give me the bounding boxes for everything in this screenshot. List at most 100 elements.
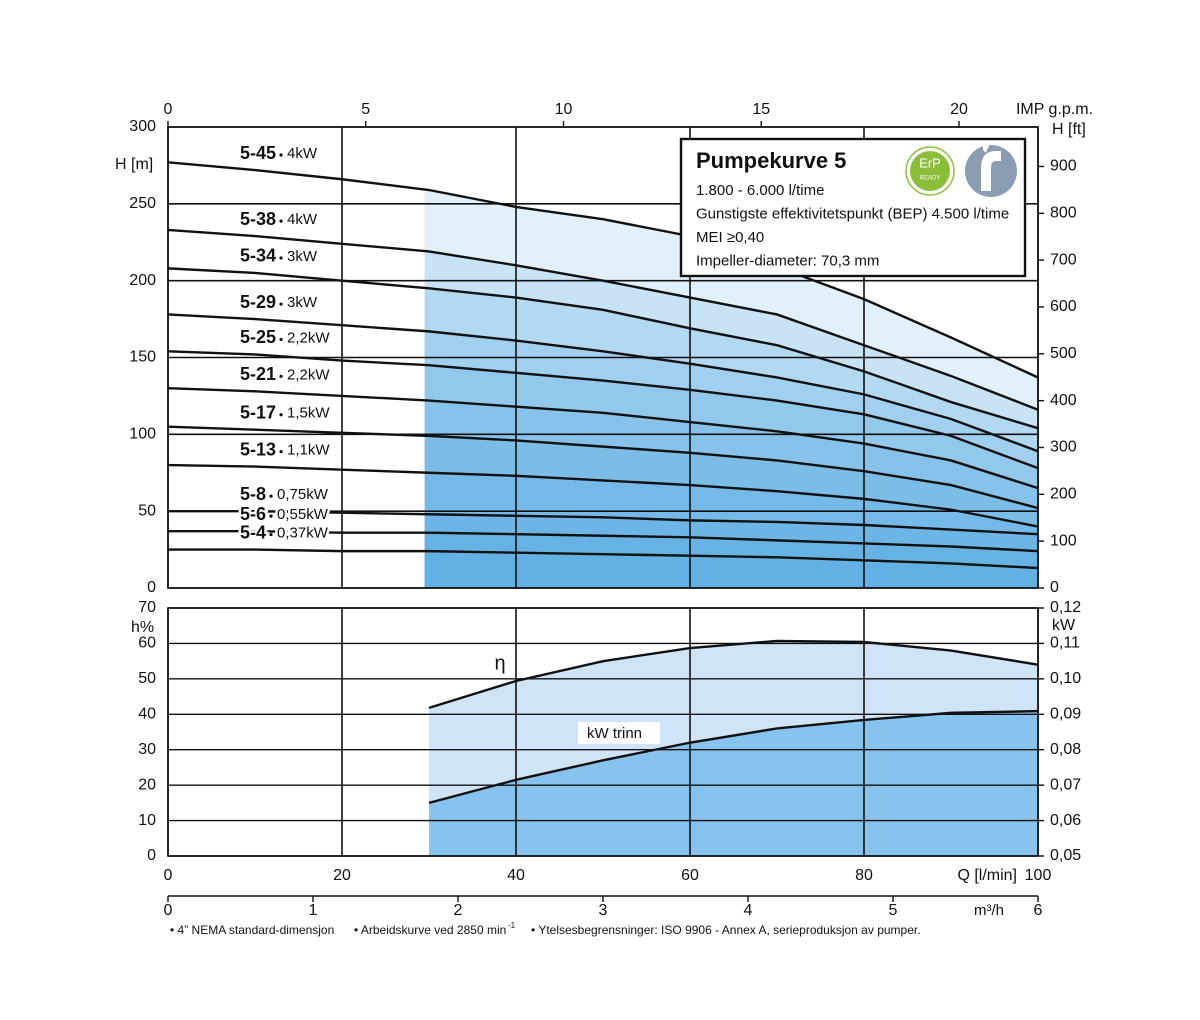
y2-tick-label: 0,06 <box>1050 812 1081 829</box>
series-name: 5-8 <box>240 484 266 504</box>
separator-dot <box>269 514 273 518</box>
y2-tick-label: 0,12 <box>1050 599 1081 616</box>
x2-tick-label: 0 <box>164 101 173 118</box>
series-name: η <box>494 652 505 674</box>
y2-tick-label: 400 <box>1050 392 1077 409</box>
y-axis-title: h% <box>131 619 154 636</box>
x-tick-label: 60 <box>681 867 699 884</box>
y-axis-title: H [m] <box>115 156 153 173</box>
series-power: 2,2kW <box>287 366 330 383</box>
series-label: 5-8 0,75kW <box>238 481 332 506</box>
pump-icon-shape <box>981 143 1001 191</box>
x-tick-label: 0 <box>164 867 173 884</box>
y2-axis-title: kW <box>1052 617 1076 634</box>
separator-dot <box>279 153 283 157</box>
y2-tick-label: 100 <box>1050 532 1077 549</box>
y-tick-label: 40 <box>138 706 156 723</box>
curve <box>428 709 1039 805</box>
y2-tick-label: 0,09 <box>1050 706 1081 723</box>
note: • Ytelsesbegrensninger: ISO 9906 - Annex… <box>531 923 921 937</box>
separator-dot <box>279 256 283 260</box>
series-label: 5-38 4kW <box>238 206 321 231</box>
y-tick-label: 150 <box>129 349 156 366</box>
note: • Arbeidskurve ved 2850 min <box>354 923 506 937</box>
separator-dot <box>279 374 283 378</box>
x2-tick-label: 20 <box>950 101 968 118</box>
y2-tick-label: 0,07 <box>1050 776 1081 793</box>
series-name: 5-4 <box>240 522 266 542</box>
curve <box>167 313 1039 453</box>
y-tick-label: 30 <box>138 741 156 758</box>
series-power: 0,75kW <box>277 486 329 503</box>
y-tick-label: 60 <box>138 635 156 652</box>
info-line: MEI ≥0,40 <box>696 229 764 246</box>
range-area <box>424 331 1038 588</box>
y2-tick-label: 0 <box>1050 579 1059 596</box>
x2-tick-label: 0 <box>164 902 173 919</box>
series-name: 5-34 <box>240 246 276 266</box>
plot-frame <box>167 607 1039 857</box>
curve-area <box>429 711 1038 856</box>
info-line: Gunstigste effektivitetspunkt (BEP) 4.50… <box>696 205 1009 222</box>
info-line: Impeller-diameter: 70,3 mm <box>696 252 879 269</box>
x2-tick-label: 3 <box>599 902 608 919</box>
series-power: 1,1kW <box>287 442 330 459</box>
series-label: 5-4 0,37kW <box>238 520 332 545</box>
y-tick-label: 20 <box>138 776 156 793</box>
y2-tick-label: 900 <box>1050 158 1077 175</box>
y2-tick-label: 0,08 <box>1050 741 1081 758</box>
badge-text: ErP <box>919 155 941 170</box>
series-label: 5-21 2,2kW <box>238 362 333 387</box>
x2-axis-title: IMP g.p.m. <box>1016 101 1093 118</box>
series-label: 5-13 1,1kW <box>238 437 333 462</box>
y-tick-label: 50 <box>138 502 156 519</box>
series-label: 5-6 0,55kW <box>238 501 332 526</box>
y2-tick-label: 0,11 <box>1050 635 1080 652</box>
y-tick-label: 300 <box>129 118 156 135</box>
separator-dot <box>279 337 283 342</box>
curve <box>167 387 1039 490</box>
erp-badge-inner <box>910 151 950 191</box>
series-power: 2,2kW <box>287 329 330 346</box>
range-area <box>424 287 1038 588</box>
separator-dot <box>279 450 283 454</box>
y-tick-label: 0 <box>147 847 156 864</box>
range-area <box>424 514 1038 588</box>
y-tick-label: 10 <box>138 812 156 829</box>
x2-tick-label: 5 <box>889 902 898 919</box>
x2-tick-label: 2 <box>454 902 463 919</box>
y-tick-label: 100 <box>129 426 156 443</box>
series-name: 5-25 <box>240 327 276 347</box>
x2-tick-label: 5 <box>361 101 370 118</box>
series-name: 5-21 <box>240 364 276 384</box>
y2-axis-title: H [ft] <box>1052 121 1086 138</box>
x-axis-title: Q [l/min] <box>957 867 1017 884</box>
info-line: 1.800 - 6.000 l/time <box>696 182 824 199</box>
series-name: 5-45 <box>240 143 276 163</box>
series-name: 5-6 <box>240 504 266 524</box>
range-area <box>424 400 1038 588</box>
series-name: 5-29 <box>240 292 276 312</box>
y2-tick-label: 800 <box>1050 205 1077 222</box>
separator-dot <box>279 302 283 306</box>
badge-text: READY <box>920 176 941 182</box>
series-power: 4kW <box>287 145 318 162</box>
curve <box>168 529 1039 553</box>
curve <box>167 463 1039 528</box>
note-sup: -1 <box>508 921 516 930</box>
y-tick-label: 0 <box>147 579 156 596</box>
series-power: 1,5kW <box>287 405 330 422</box>
x-tick-label: 80 <box>855 867 873 884</box>
x-tick-label: 40 <box>507 867 525 884</box>
series-name: 5-17 <box>240 402 276 422</box>
range-area <box>424 189 1038 588</box>
x2-tick-label: 1 <box>309 902 318 919</box>
separator-dot <box>269 532 273 537</box>
note: • 4” NEMA standard-dimensjon <box>170 923 334 937</box>
series-name: 5-38 <box>240 209 276 229</box>
x2-tick-label: 4 <box>744 902 753 919</box>
curve <box>167 267 1039 430</box>
series-power: 4kW <box>287 211 318 228</box>
curve <box>167 425 1039 510</box>
